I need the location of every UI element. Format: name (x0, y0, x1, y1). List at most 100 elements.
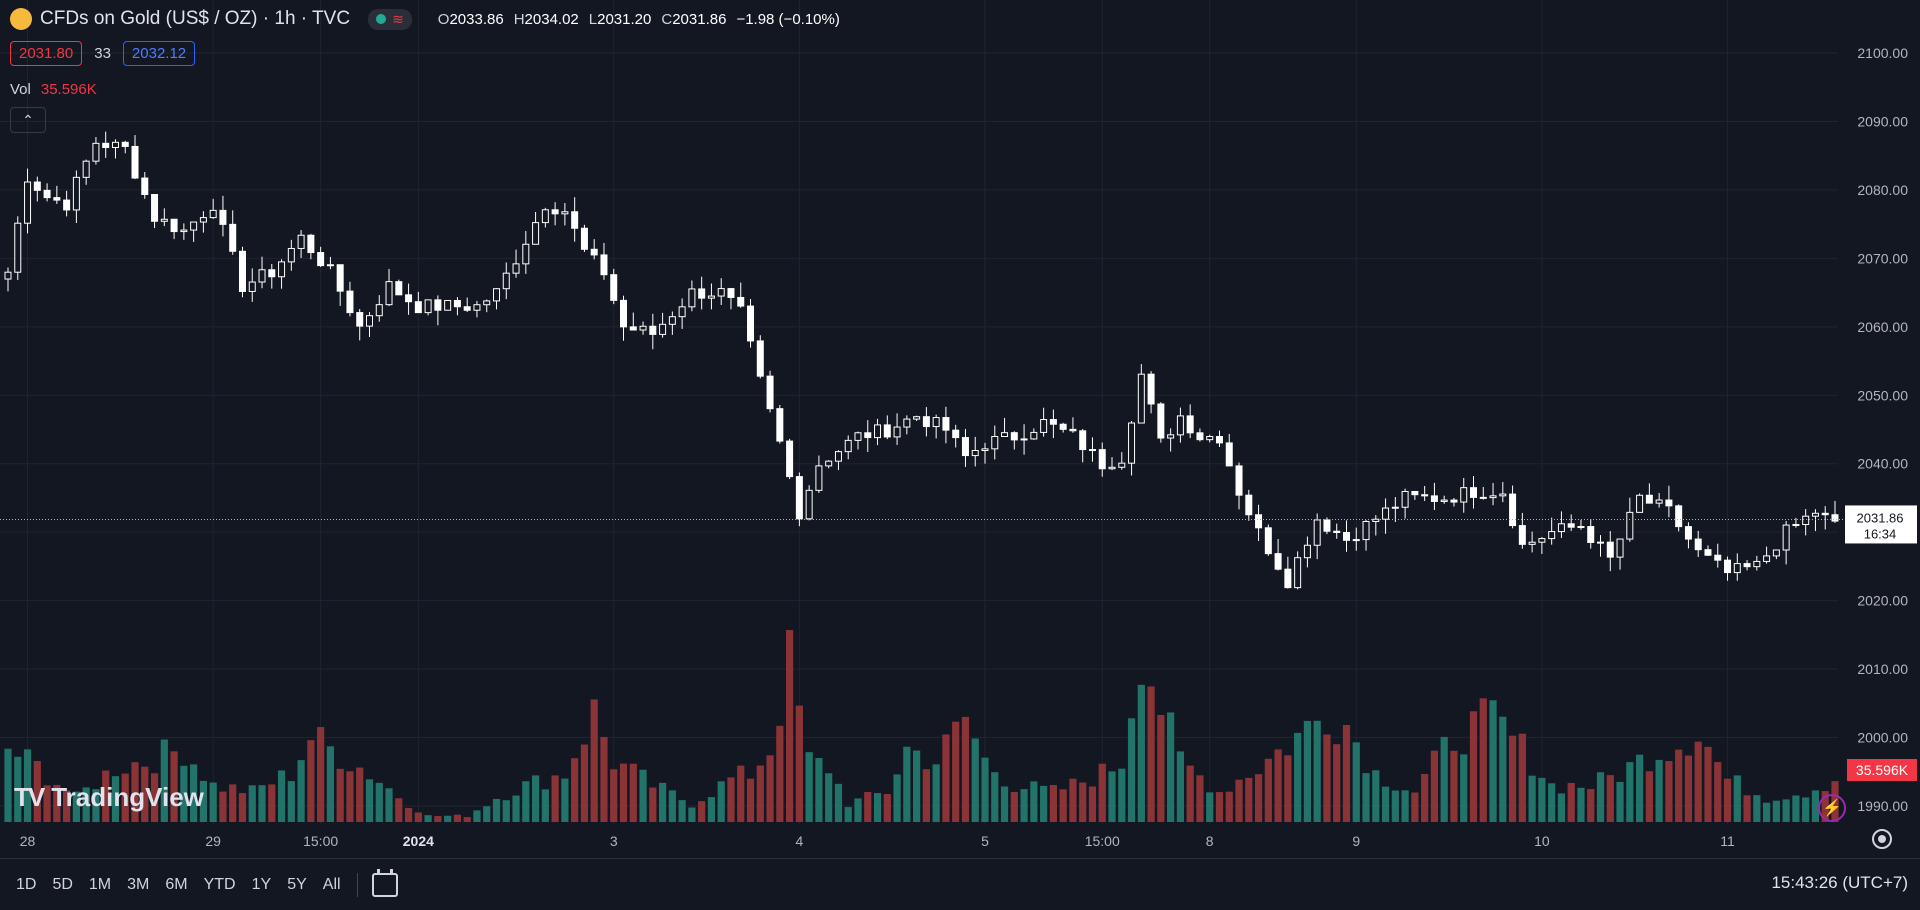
clock[interactable]: 15:43:26 (UTC+7) (1771, 873, 1908, 892)
candle-body-down (53, 197, 61, 201)
volume-bar (1088, 786, 1097, 822)
candle (33, 176, 41, 202)
volume-bar (1665, 760, 1673, 822)
candle (688, 280, 696, 312)
candle (1382, 498, 1390, 534)
volume-bar (1763, 802, 1771, 822)
volume-bar (834, 783, 843, 822)
range-button-1m[interactable]: 1M (88, 875, 112, 893)
price-chart[interactable]: 2100.00 2090.00 2080.00 2070.00 2060.00 2050.… (0, 0, 1920, 858)
candle (4, 267, 12, 292)
candle-body-down (571, 211, 579, 229)
candle (805, 485, 813, 521)
volume-bar (551, 775, 559, 822)
candle (1753, 555, 1761, 571)
candle (571, 197, 579, 242)
candle-body-down (1430, 495, 1438, 502)
candle-body-up (72, 176, 80, 211)
candle-body-down (1088, 449, 1096, 452)
candle (834, 450, 842, 471)
range-button-6m[interactable]: 6M (165, 875, 188, 893)
volume-bar (541, 789, 549, 822)
volume-bar (1401, 790, 1409, 822)
candle-body-down (1284, 568, 1292, 589)
range-button-3m[interactable]: 3M (127, 875, 150, 893)
candle (131, 135, 139, 180)
volume-bar (1450, 750, 1458, 822)
candle-body-up (1401, 490, 1409, 508)
range-button-5y[interactable]: 5Y (287, 875, 307, 893)
candle-body-up (365, 315, 373, 327)
volume-bar (190, 764, 198, 822)
candle-body-up (287, 247, 295, 263)
candle (1352, 527, 1360, 551)
volume-bar (1040, 785, 1048, 822)
volume-bar (1030, 781, 1038, 822)
volume-label[interactable]: Vol (10, 81, 31, 98)
volume-bar (883, 794, 891, 822)
time-tick-label: 3 (610, 833, 618, 849)
candle-body-down (43, 189, 51, 199)
market-status[interactable]: ≋ (368, 8, 412, 30)
symbol-title[interactable]: CFDs on Gold (US$ / OZ) · 1h · TVC (40, 8, 351, 29)
candle (1499, 482, 1507, 503)
candle (1128, 421, 1136, 476)
candle (63, 190, 71, 217)
volume-bar (1528, 775, 1536, 822)
sell-button[interactable]: 2031.80 (10, 41, 83, 66)
volume-bar (502, 800, 510, 822)
price-axis-bg[interactable] (1845, 0, 1920, 858)
candle (1811, 509, 1819, 532)
volume-bar (590, 699, 598, 822)
candle (922, 407, 930, 437)
high-value: 2034.02 (524, 10, 579, 28)
candle (1421, 485, 1429, 501)
collapse-legend-button[interactable]: ⌃ (10, 107, 46, 133)
time-tick-label: 28 (20, 833, 36, 849)
candle-body-down (1010, 432, 1018, 441)
candle-body-up (1499, 493, 1507, 497)
last-price-label: 2031.86 (1857, 510, 1904, 525)
candle (1616, 538, 1624, 570)
settings-gear-icon[interactable] (1872, 829, 1892, 849)
volume-bar (1167, 712, 1175, 822)
candle-body-up (1440, 499, 1448, 502)
range-button-ytd[interactable]: YTD (203, 875, 236, 893)
candle (356, 308, 364, 341)
volume-bar (971, 738, 979, 822)
range-button-all[interactable]: All (322, 875, 341, 893)
volume-bar (1606, 775, 1614, 822)
candle-body-up (258, 269, 266, 283)
volume-bar (688, 807, 696, 822)
candle (1069, 417, 1077, 433)
candle-body-up (180, 229, 188, 233)
range-button-1y[interactable]: 1Y (251, 875, 272, 893)
range-button-5d[interactable]: 5D (52, 875, 73, 893)
candle-body-up (14, 222, 22, 273)
volume-bar (180, 765, 188, 822)
candle-body-down (356, 312, 364, 327)
volume-bar (1176, 751, 1184, 822)
volume-bar (385, 788, 393, 822)
volume-bar (717, 781, 725, 822)
candle-body-down (434, 299, 442, 311)
range-button-1d[interactable]: 1D (16, 875, 37, 893)
calendar-goto-icon[interactable] (371, 868, 398, 897)
candle-body-up (844, 439, 852, 453)
candle (903, 415, 911, 435)
volume-bar (1694, 741, 1702, 822)
lightning-icon[interactable]: ⚡ (1818, 794, 1846, 822)
buy-button[interactable]: 2032.12 (122, 41, 196, 66)
volume-bar (1000, 786, 1009, 822)
candle-body-down (1684, 526, 1692, 540)
candle (942, 406, 950, 444)
volume-bar (727, 777, 735, 822)
candle-body-down (1450, 499, 1458, 503)
time-axis-bg[interactable] (0, 825, 1845, 858)
price-tick-label: 2040.00 (1857, 456, 1908, 472)
candle (444, 299, 452, 311)
candle (1528, 531, 1536, 553)
candle (434, 295, 442, 326)
candle-body-down (1665, 499, 1673, 507)
candle-body-up (1382, 507, 1390, 520)
